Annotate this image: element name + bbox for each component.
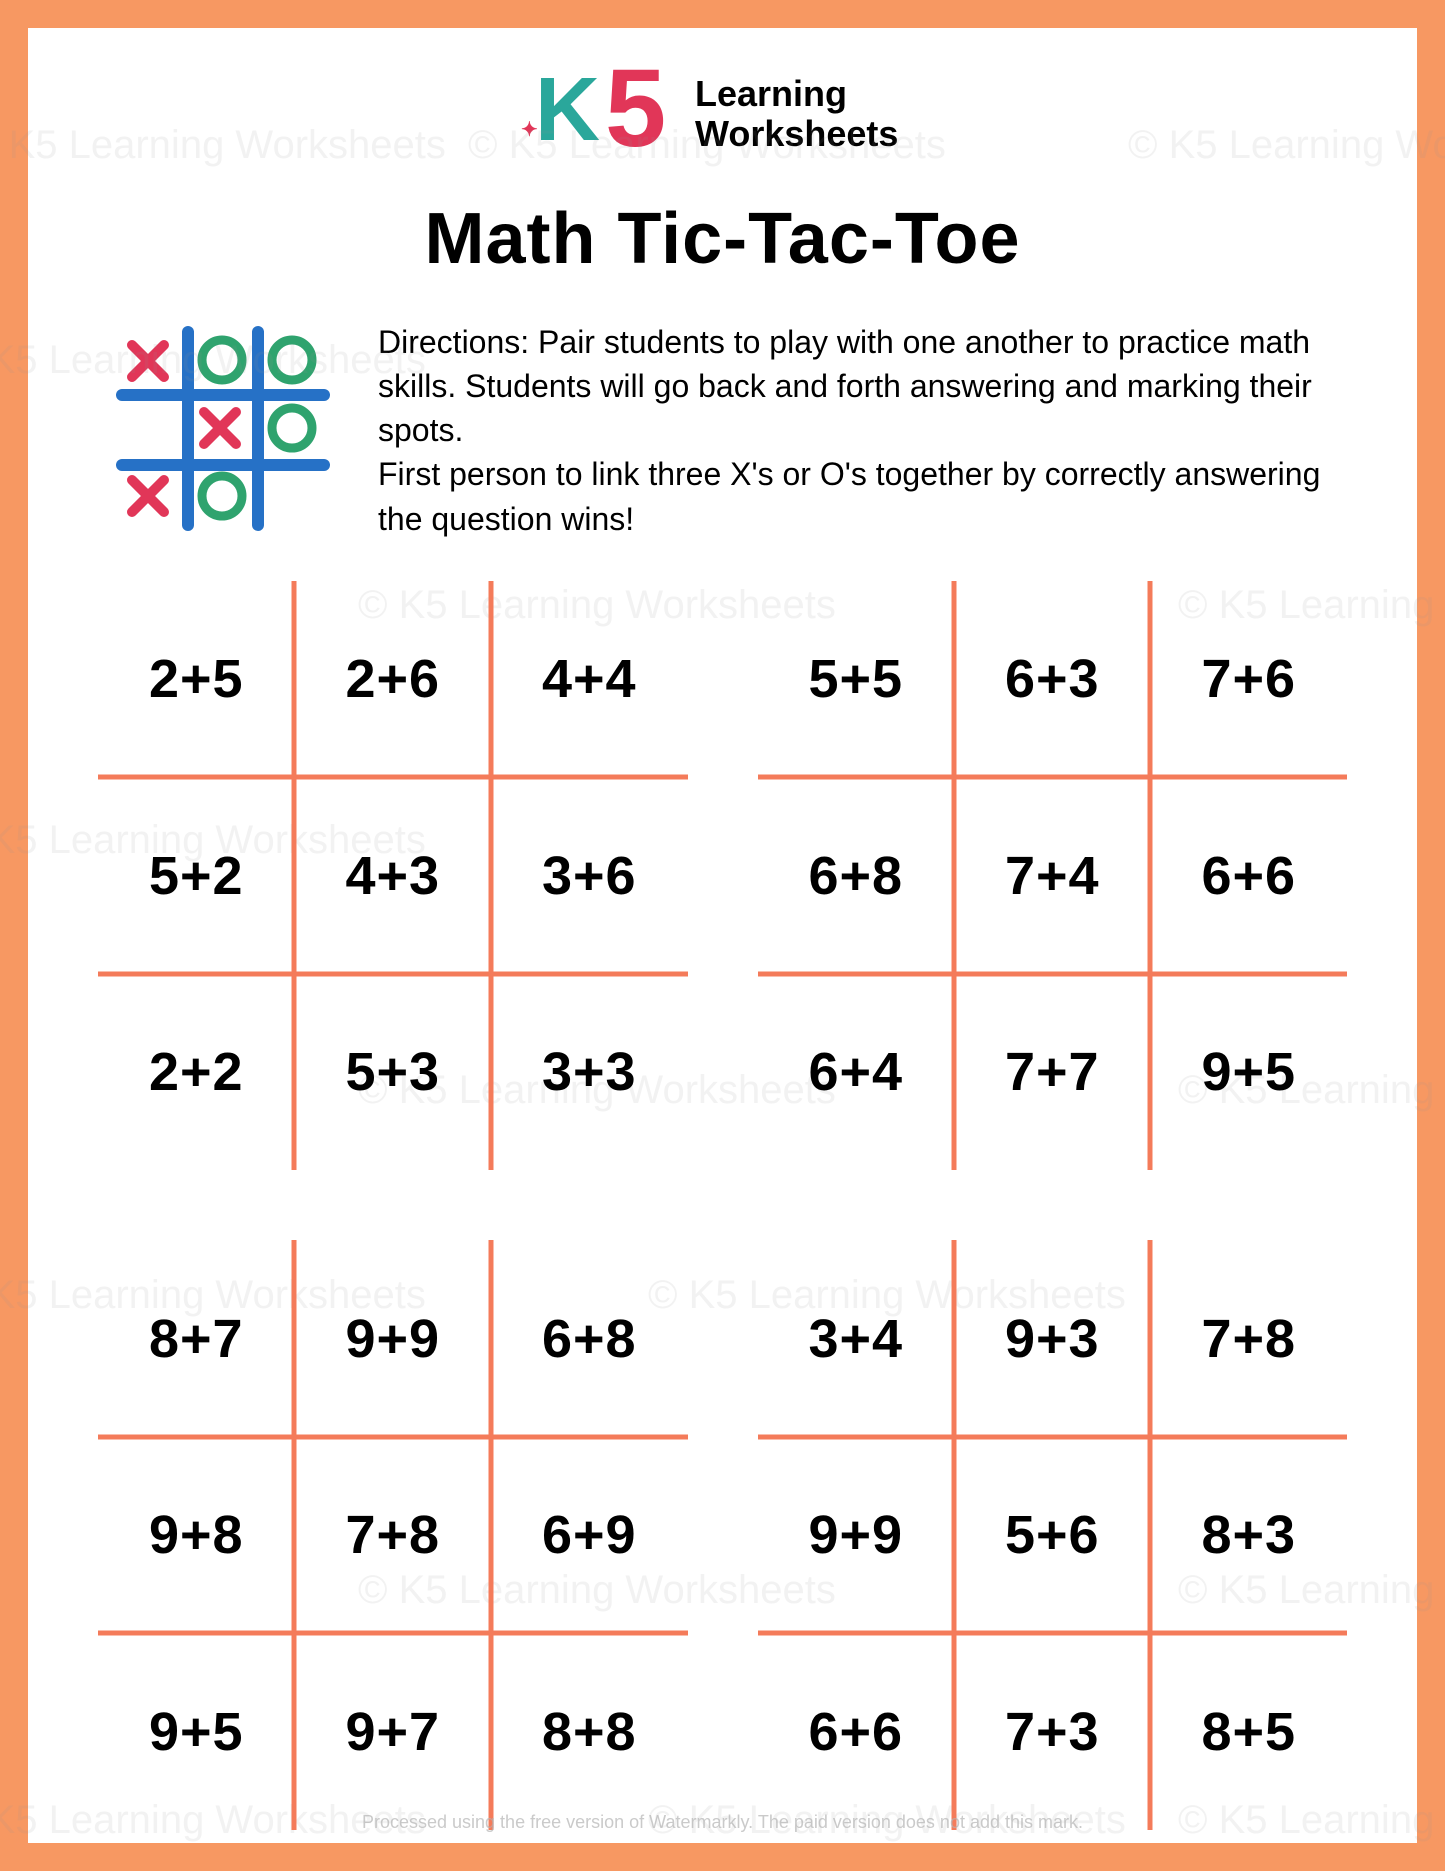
cell: 8+3	[1151, 1437, 1348, 1634]
footer-watermark: Processed using the free version of Wate…	[0, 1812, 1445, 1833]
directions-text: Directions: Pair students to play with o…	[378, 320, 1337, 541]
cell: 5+3	[295, 974, 492, 1171]
cell: 2+6	[295, 581, 492, 778]
cell: 4+4	[491, 581, 688, 778]
cell: 9+7	[295, 1633, 492, 1830]
intro-section: Directions: Pair students to play with o…	[78, 320, 1367, 541]
k5-logo-icon: ✦ K 5 Learning Worksheets	[513, 58, 933, 168]
cell: 7+8	[1151, 1240, 1348, 1437]
cell: 7+8	[295, 1437, 492, 1634]
board-3: 8+7 9+9 6+8 9+8 7+8 6+9 9+5 9+7 8+8	[98, 1240, 688, 1830]
cell: 5+6	[954, 1437, 1151, 1634]
cell: 5+5	[758, 581, 955, 778]
board-4: 3+4 9+3 7+8 9+9 5+6 8+3 6+6 7+3 8+5	[758, 1240, 1348, 1830]
page-title: Math Tic-Tac-Toe	[78, 198, 1367, 280]
cell: 8+5	[1151, 1633, 1348, 1830]
logo: ✦ K 5 Learning Worksheets	[78, 58, 1367, 168]
svg-text:5: 5	[605, 58, 666, 168]
cell: 3+4	[758, 1240, 955, 1437]
cell: 7+3	[954, 1633, 1151, 1830]
cell: 9+5	[1151, 974, 1348, 1171]
board-1: 2+5 2+6 4+4 5+2 4+3 3+6 2+2 5+3 3+3	[98, 581, 688, 1171]
cell: 3+3	[491, 974, 688, 1171]
cell: 7+4	[954, 777, 1151, 974]
cell: 6+3	[954, 581, 1151, 778]
cell: 7+7	[954, 974, 1151, 1171]
cell: 9+5	[98, 1633, 295, 1830]
cell: 6+8	[491, 1240, 688, 1437]
worksheet-content: © K5 Learning Worksheets © K5 Learning W…	[28, 28, 1417, 1843]
logo-text-1: Learning	[695, 73, 847, 114]
cell: 6+4	[758, 974, 955, 1171]
svg-text:K: K	[535, 60, 600, 160]
cell: 6+8	[758, 777, 955, 974]
cell: 6+9	[491, 1437, 688, 1634]
cell: 6+6	[1151, 777, 1348, 974]
logo-text-2: Worksheets	[695, 113, 898, 154]
cell: 9+9	[758, 1437, 955, 1634]
cell: 7+6	[1151, 581, 1348, 778]
cell: 9+8	[98, 1437, 295, 1634]
cell: 8+7	[98, 1240, 295, 1437]
cell: 3+6	[491, 777, 688, 974]
board-2: 5+5 6+3 7+6 6+8 7+4 6+6 6+4 7+7 9+5	[758, 581, 1348, 1171]
cell: 2+2	[98, 974, 295, 1171]
cell: 9+3	[954, 1240, 1151, 1437]
tictactoe-example-icon	[108, 320, 338, 540]
cell: 5+2	[98, 777, 295, 974]
cell: 2+5	[98, 581, 295, 778]
cell: 8+8	[491, 1633, 688, 1830]
boards-container: 2+5 2+6 4+4 5+2 4+3 3+6 2+2 5+3 3+3 5+5 …	[78, 581, 1367, 1830]
cell: 6+6	[758, 1633, 955, 1830]
cell: 9+9	[295, 1240, 492, 1437]
cell: 4+3	[295, 777, 492, 974]
